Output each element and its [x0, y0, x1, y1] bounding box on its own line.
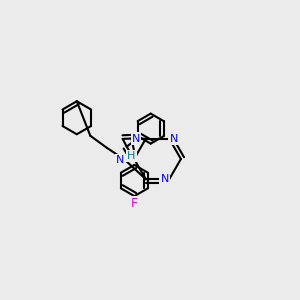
Text: N: N: [160, 174, 169, 184]
Text: N: N: [132, 134, 140, 143]
Text: F: F: [131, 197, 138, 210]
Text: N: N: [116, 155, 124, 165]
Text: N: N: [169, 134, 178, 144]
Text: H: H: [127, 151, 136, 161]
